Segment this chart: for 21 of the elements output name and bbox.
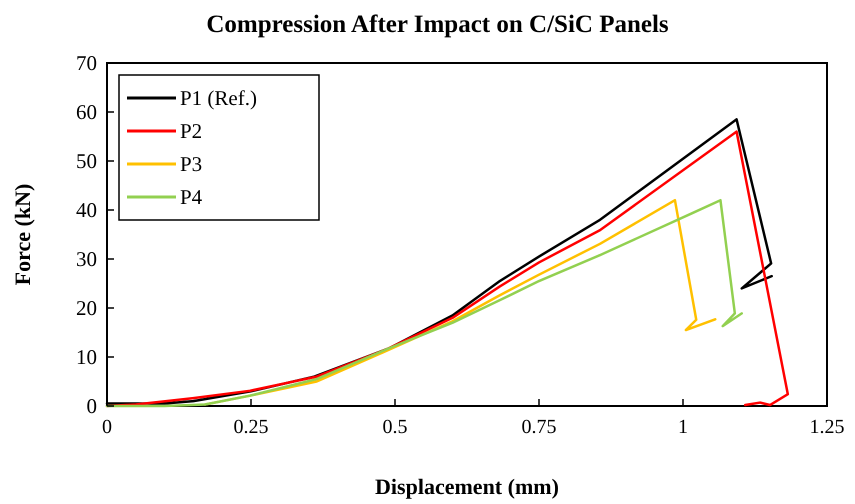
x-tick-label: 0 <box>102 416 112 438</box>
legend-label: P2 <box>180 119 202 143</box>
legend-label: P3 <box>180 152 202 176</box>
legend-label: P1 (Ref.) <box>180 86 257 110</box>
x-tick-label: 0.75 <box>522 416 556 438</box>
legend-label: P4 <box>180 185 203 209</box>
x-tick-label: 1 <box>678 416 688 438</box>
y-tick-label: 20 <box>76 296 97 320</box>
chart-title: Compression After Impact on C/SiC Panels <box>206 11 669 38</box>
y-tick-label: 50 <box>76 149 97 173</box>
y-tick-label: 60 <box>76 100 97 124</box>
x-tick-label: 1.25 <box>810 416 844 438</box>
y-tick-label: 10 <box>76 345 97 369</box>
y-tick-label: 40 <box>76 198 97 222</box>
x-tick-label: 0.25 <box>234 416 268 438</box>
x-axis-title: Displacement (mm) <box>375 474 559 499</box>
y-tick-label: 30 <box>76 247 97 271</box>
x-tick-label: 0.5 <box>382 416 408 438</box>
y-tick-label: 0 <box>86 394 97 418</box>
y-tick-label: 70 <box>76 51 97 75</box>
y-axis-title: Force (kN) <box>10 184 35 286</box>
